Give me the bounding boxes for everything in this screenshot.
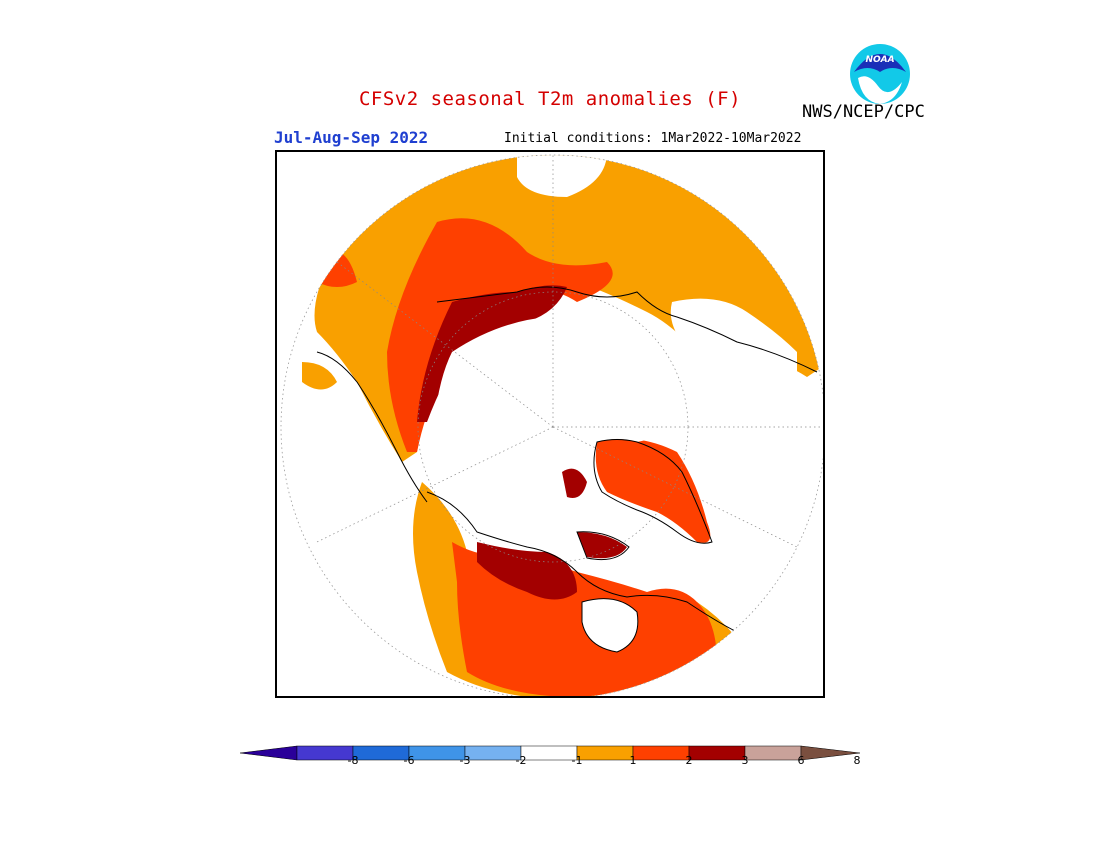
anomaly-region-greenland xyxy=(595,438,711,543)
colorbar-tick-label: 3 xyxy=(741,754,749,767)
graticule xyxy=(316,155,823,563)
anomaly-region-canada-strong xyxy=(477,542,577,600)
colorbar-tick-label: 8 xyxy=(853,754,861,767)
colorbar-tick-label: 6 xyxy=(797,754,805,767)
map-frame xyxy=(275,150,825,698)
neutral-region-east-asia xyxy=(670,298,797,377)
anomaly-region-greenland-west xyxy=(562,468,587,498)
coastlines xyxy=(316,286,818,653)
colorbar-tick-label: -8 xyxy=(347,754,359,767)
polar-map xyxy=(280,154,823,696)
colorbar-tick-label: -2 xyxy=(515,754,527,767)
colorbar-tick-label: -6 xyxy=(403,754,415,767)
neutral-region-arctic-ocean xyxy=(437,317,672,493)
forecast-period: Jul-Aug-Sep 2022 xyxy=(274,128,429,147)
colorbar-tick-label: -1 xyxy=(571,754,583,767)
anomaly-region-siberia-strong xyxy=(417,285,567,422)
neutral-region-hudson xyxy=(582,598,638,652)
colorbar-bin-min xyxy=(240,745,298,761)
neutral-region-north-africa xyxy=(517,155,607,197)
noaa-logo-icon xyxy=(850,44,910,104)
anomaly-region-siberia xyxy=(387,218,613,452)
anomaly-region-west-patch xyxy=(302,362,337,390)
anomaly-region-arctic-islands xyxy=(577,532,627,559)
colorbar-tick-label: -3 xyxy=(459,754,471,767)
colorbar-tick-label: 2 xyxy=(685,754,693,767)
agency-label: NWS/NCEP/CPC xyxy=(802,102,925,122)
initial-conditions: Initial conditions: 1Mar2022-10Mar2022 xyxy=(504,131,802,146)
colorbar-tick-label: 1 xyxy=(629,754,637,767)
colorbar xyxy=(240,745,860,761)
noaa-logo-text: NOAA xyxy=(865,55,895,65)
colorbar-bin-max xyxy=(800,745,860,761)
chart-title: CFSv2 seasonal T2m anomalies (F) xyxy=(358,88,742,110)
